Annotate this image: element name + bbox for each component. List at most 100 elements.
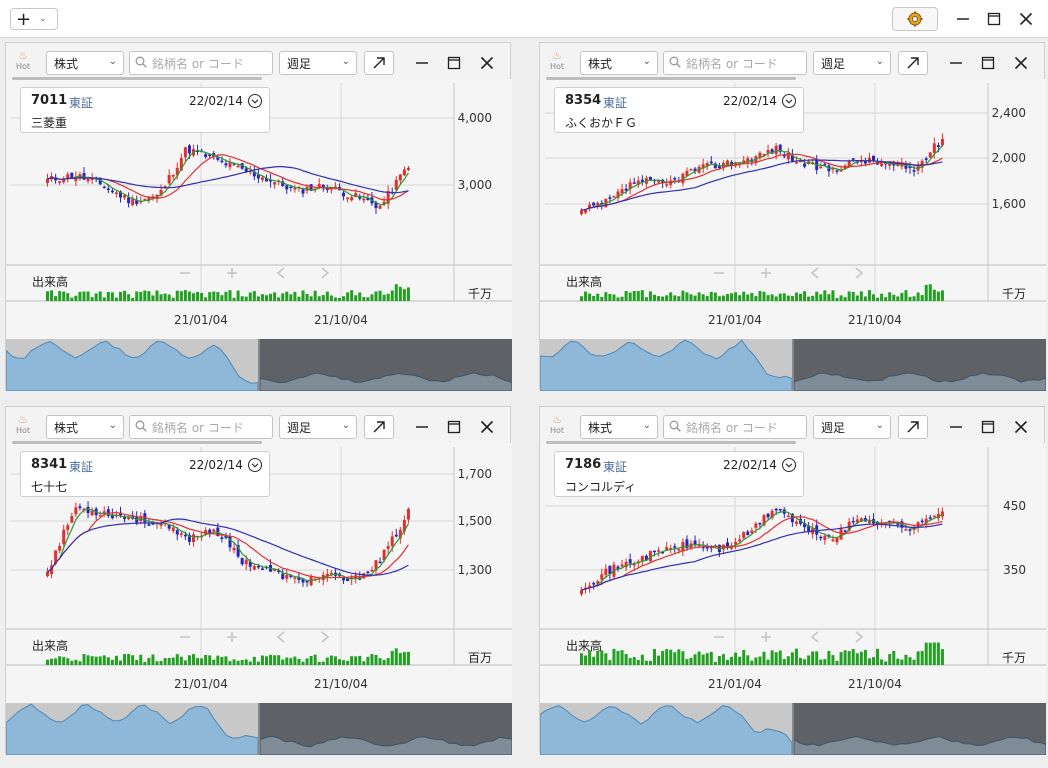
flame-icon: ♨: [552, 49, 562, 62]
hot-button[interactable]: ♨ Hot: [549, 50, 565, 76]
close-icon: [480, 420, 494, 434]
candle: [394, 528, 398, 538]
market-type-value: 株式: [588, 56, 613, 71]
panel-toolbar: ♨ Hot 株式 ⌄ 銘柄名 or コード 週足 ⌄: [540, 43, 1044, 79]
candle: [131, 195, 135, 207]
panel-close-button[interactable]: [477, 417, 497, 437]
candle: [709, 156, 713, 165]
search-input[interactable]: 銘柄名 or コード: [663, 51, 807, 75]
maximize-button[interactable]: [981, 6, 1007, 32]
panel-maximize-button[interactable]: [978, 53, 998, 73]
popout-button[interactable]: [898, 51, 928, 75]
candle: [406, 165, 410, 172]
market-type-select[interactable]: 株式 ⌄: [580, 51, 658, 75]
search-input[interactable]: 銘柄名 or コード: [663, 415, 807, 439]
candle: [293, 576, 297, 584]
chart-zoom-controls[interactable]: [180, 267, 330, 279]
minimize-icon: [950, 426, 962, 428]
candle: [285, 569, 289, 583]
add-panel-button[interactable]: + ⌄: [10, 8, 58, 30]
expand-chevron-icon[interactable]: [781, 93, 797, 109]
expand-chevron-icon[interactable]: [781, 457, 797, 473]
period-select[interactable]: 週足 ⌄: [813, 51, 891, 75]
top-toolbar: + ⌄: [0, 0, 1048, 38]
volume-bars: [46, 284, 410, 301]
candle: [269, 173, 273, 188]
candle: [110, 188, 114, 194]
settings-button[interactable]: [892, 7, 938, 31]
maximize-icon: [981, 420, 995, 434]
panel-minimize-button[interactable]: [946, 53, 966, 73]
panel-close-button[interactable]: [477, 53, 497, 73]
market-type-select[interactable]: 株式 ⌄: [580, 415, 658, 439]
hot-button[interactable]: ♨ Hot: [549, 414, 565, 440]
chart-zoom-controls[interactable]: [714, 267, 864, 279]
panel-maximize-button[interactable]: [444, 53, 464, 73]
panel-close-button[interactable]: [1011, 417, 1031, 437]
exchange-label: 東証: [603, 96, 628, 110]
panel-maximize-button[interactable]: [978, 417, 998, 437]
date-tick-label: 21/10/04: [314, 313, 368, 327]
panel-minimize-button[interactable]: [412, 417, 432, 437]
market-type-select[interactable]: 株式 ⌄: [46, 415, 124, 439]
expand-chevron-icon[interactable]: [247, 93, 263, 109]
candle: [386, 185, 390, 210]
search-input[interactable]: 銘柄名 or コード: [129, 51, 273, 75]
popout-button[interactable]: [364, 51, 394, 75]
range-navigator[interactable]: [540, 703, 1046, 755]
candle: [240, 557, 244, 566]
date-tick-label: 21/10/04: [848, 313, 902, 327]
toolbar-scrollbar[interactable]: [546, 77, 796, 80]
exchange-label: 東証: [69, 460, 94, 474]
hot-button[interactable]: ♨ Hot: [15, 50, 31, 76]
panel-maximize-button[interactable]: [444, 417, 464, 437]
maximize-icon: [981, 56, 995, 70]
candle: [74, 502, 78, 517]
ma-long-line: [47, 518, 409, 576]
candle: [600, 568, 604, 586]
candle: [855, 514, 859, 523]
toolbar-scrollbar[interactable]: [12, 441, 262, 444]
hot-label: Hot: [15, 426, 31, 435]
close-button[interactable]: [1013, 6, 1039, 32]
panel-minimize-button[interactable]: [946, 417, 966, 437]
market-type-select[interactable]: 株式 ⌄: [46, 51, 124, 75]
candle: [693, 167, 697, 174]
toolbar-scrollbar[interactable]: [546, 441, 796, 444]
range-navigator[interactable]: [6, 339, 512, 391]
close-icon: [1014, 420, 1028, 434]
popout-button[interactable]: [364, 415, 394, 439]
candle: [183, 146, 187, 164]
external-link-icon: [373, 57, 385, 69]
period-select[interactable]: 週足 ⌄: [279, 51, 357, 75]
hot-button[interactable]: ♨ Hot: [15, 414, 31, 440]
stock-code: 7011: [31, 93, 68, 108]
search-input[interactable]: 銘柄名 or コード: [129, 415, 273, 439]
candle: [378, 557, 382, 564]
candle: [932, 515, 936, 518]
hot-label: Hot: [15, 62, 31, 71]
chart-zoom-controls[interactable]: [180, 631, 330, 643]
date-tick-label: 21/10/04: [848, 677, 902, 691]
panel-close-button[interactable]: [1011, 53, 1031, 73]
ma-long-line: [47, 165, 409, 194]
range-navigator[interactable]: [540, 339, 1046, 391]
toolbar-scrollbar[interactable]: [12, 77, 262, 80]
stock-code: 8354: [565, 93, 602, 108]
search-icon: [669, 56, 681, 68]
panel-minimize-button[interactable]: [412, 53, 432, 73]
candle: [297, 572, 301, 584]
candle: [592, 581, 596, 590]
expand-chevron-icon[interactable]: [247, 457, 263, 473]
chart-zoom-controls[interactable]: [714, 631, 864, 643]
candle: [754, 521, 758, 534]
stock-name: ふくおかＦＧ: [565, 116, 638, 130]
minimize-button[interactable]: [950, 6, 976, 32]
period-select[interactable]: 週足 ⌄: [813, 415, 891, 439]
range-navigator[interactable]: [6, 703, 512, 755]
chart-panel: 4,000 3,000 21/01/04 21/10/04 出来高 千万 ♨ Hot 株式 ⌄ 銘柄…: [5, 42, 512, 391]
candle: [661, 551, 665, 554]
period-select[interactable]: 週足 ⌄: [279, 415, 357, 439]
popout-button[interactable]: [898, 415, 928, 439]
